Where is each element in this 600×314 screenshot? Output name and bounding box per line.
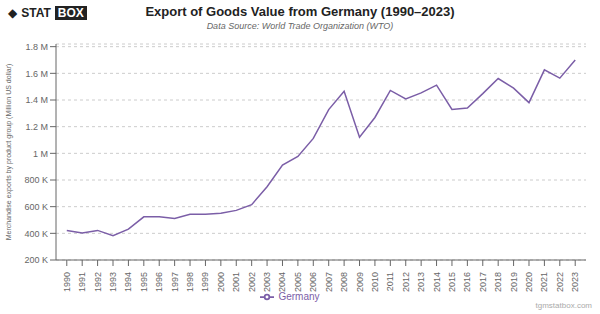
- html-text:Data Source: World Trade Organ: Data Source: World Trade Organization (W…: [206, 21, 394, 31]
- svg-text:2000: 2000: [216, 272, 226, 292]
- svg-text:1992: 1992: [93, 272, 103, 292]
- svg-text:2005: 2005: [293, 272, 303, 292]
- svg-text:Merchandise exports by product: Merchandise exports by product group (Mi…: [8, 64, 13, 241]
- svg-text:1999: 1999: [200, 272, 210, 292]
- svg-text:1994: 1994: [123, 272, 133, 292]
- svg-text:2012: 2012: [401, 272, 411, 292]
- svg-text:200 K: 200 K: [24, 255, 48, 265]
- svg-text:2007: 2007: [324, 272, 334, 292]
- html-text:◆ STAT: ◆ STAT: [8, 6, 51, 20]
- svg-text:800 K: 800 K: [24, 175, 48, 185]
- svg-text:2020: 2020: [524, 272, 534, 292]
- svg-text:2009: 2009: [355, 272, 365, 292]
- svg-text:1995: 1995: [139, 272, 149, 292]
- svg-text:2021: 2021: [539, 272, 549, 292]
- svg-text:1997: 1997: [170, 272, 180, 292]
- svg-text:400 K: 400 K: [24, 229, 48, 239]
- svg-text:2006: 2006: [308, 272, 318, 292]
- svg-text:1.4 M: 1.4 M: [25, 95, 48, 105]
- svg-text:2001: 2001: [231, 272, 241, 292]
- svg-text:2013: 2013: [416, 272, 426, 292]
- svg-text:2023: 2023: [570, 272, 580, 292]
- svg-text:1.2 M: 1.2 M: [25, 122, 48, 132]
- svg-text:2017: 2017: [478, 272, 488, 292]
- svg-text:2016: 2016: [462, 272, 472, 292]
- svg-text:2022: 2022: [555, 272, 565, 292]
- svg-text:2019: 2019: [509, 272, 519, 292]
- svg-text:2015: 2015: [447, 272, 457, 292]
- svg-text:1990: 1990: [62, 272, 72, 292]
- svg-text:2004: 2004: [277, 272, 287, 292]
- svg-text:600 K: 600 K: [24, 202, 48, 212]
- svg-text:1 M: 1 M: [33, 149, 48, 159]
- svg-text:2018: 2018: [493, 272, 503, 292]
- svg-text:1996: 1996: [154, 272, 164, 292]
- svg-text:2008: 2008: [339, 272, 349, 292]
- svg-text:1991: 1991: [77, 272, 87, 292]
- svg-text:2010: 2010: [370, 272, 380, 292]
- svg-text:1998: 1998: [185, 272, 195, 292]
- svg-text:1.6 M: 1.6 M: [25, 69, 48, 79]
- html-text:Export of Goods Value from Ger: Export of Goods Value from Germany (1990…: [145, 4, 455, 19]
- svg-text:2002: 2002: [247, 272, 257, 292]
- svg-text:2011: 2011: [385, 272, 395, 291]
- html-text:Germany: Germany: [278, 290, 320, 302]
- html-text:tgmstatbox.com: tgmstatbox.com: [535, 301, 592, 310]
- svg-text:2003: 2003: [262, 272, 272, 292]
- svg-text:2014: 2014: [432, 272, 442, 292]
- svg-text:1.8 M: 1.8 M: [25, 42, 48, 52]
- html-text:BOX: BOX: [57, 6, 84, 20]
- svg-text:1993: 1993: [108, 272, 118, 292]
